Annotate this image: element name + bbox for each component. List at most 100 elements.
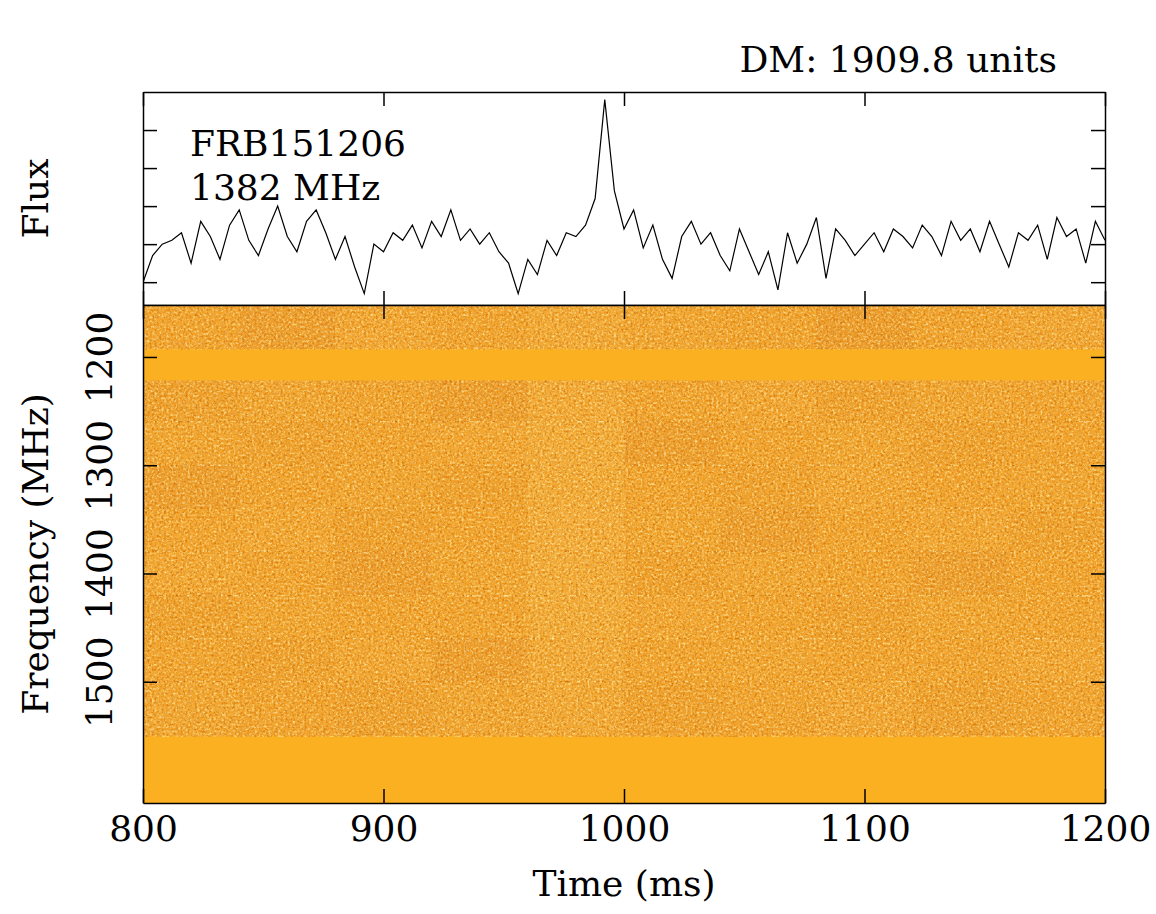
x-axis-top-tick [624,305,625,319]
y-axis-right-line [1105,306,1107,804]
masked-cell [143,737,239,803]
noise-grain [143,381,1105,422]
flux-y-axis-tick [143,130,157,131]
flux-x-axis-top-tick-mark [624,92,626,106]
flux-x-axis-tick-mark [624,291,626,305]
x-axis-tick-mark [864,789,866,803]
y-axis-right-tick [1091,573,1105,574]
flux-y-axis-tick [143,282,157,283]
masked-cell [1009,349,1105,380]
flux-y-axis-tick [143,168,157,169]
flux-x-axis-top-tick [384,92,385,106]
x-axis-top-tick [384,305,385,319]
noise-grain [143,682,1105,737]
chart-title: DM: 1909.8 units [739,39,1057,80]
flux-x-axis-tick-mark [383,291,385,305]
masked-cell [816,737,912,803]
flux-y-axis-right-tick [1091,168,1105,169]
flux-x-axis-top-tick [865,92,866,106]
masked-cell [816,349,912,380]
flux-x-axis-top [144,92,1106,106]
masked-cell [720,349,816,380]
y-axis-tick: 1300 [79,420,157,512]
flux-y-axis-right-tick [1091,244,1105,245]
annotation: 1382 MHz [190,167,380,208]
flux-y-axis-right-tick [1091,206,1105,207]
flux-x-axis-tick-mark [864,291,866,305]
x-axis-tick: 1100 [819,789,911,849]
noise-grain [143,422,1105,465]
flux-x-axis-tick [624,291,625,305]
x-axis: 800900100011001200 [109,789,1151,849]
noise-grain [143,552,1105,595]
noise-grain [143,381,1105,422]
masked-cell [239,737,335,803]
noise-grain [143,509,1105,552]
noise-grain [143,465,1105,508]
flux-y-axis-tick [143,244,157,245]
x-axis-top-tick-mark [383,305,385,319]
x-axis-tick-label: 900 [350,808,419,849]
flux-x-axis-top-tick [624,92,625,106]
x-axis-tick-mark [383,789,385,803]
masked-cell [335,737,431,803]
noise-texture [143,305,1105,737]
noise-grain [143,305,1105,349]
y-axis-tick: 1400 [79,528,157,620]
masked-cell [528,737,624,803]
y-axis-right-tick [1091,357,1105,358]
flux-y-axis-right-line [1105,93,1107,306]
y-axis-tick-mark [143,465,157,467]
x-axis-title: Time (ms) [532,863,715,904]
flux-y-axis-line [143,93,145,306]
masked-cell [432,349,528,380]
y-axis-tick-label: 1500 [79,636,120,728]
y-axis-right-tick-mark [1091,681,1105,683]
flux-x-axis-top-tick-mark [383,92,385,106]
masked-cell [239,349,335,380]
noise-grain [143,638,1105,681]
x-axis-tick-mark [624,789,626,803]
y-axis-right-tick-mark [1091,465,1105,467]
chart-svg: DM: 1909.8 unitsFRB1512061382 MHzFlux800… [0,0,1156,914]
flux-x-axis [144,291,1106,306]
noise-grain [143,682,1105,737]
x-axis-top-tick-mark [864,305,866,319]
flux-x-axis-tick [384,291,385,305]
x-axis-top-tick [865,305,866,319]
y-axis-right-tick [1091,682,1105,683]
y-axis-line [143,306,145,804]
x-axis-top-tick-mark [624,305,626,319]
flux-y-axis-right-tick-mark [1091,168,1105,170]
flux-y-axis-tick-mark [143,130,157,132]
masked-cell [335,349,431,380]
flux-y-axis-right [1091,93,1106,306]
flux-y-axis [143,93,157,306]
flux-y-axis-tick-mark [143,206,157,208]
noise-grain [143,595,1105,638]
masked-cell [624,349,720,380]
y-axis-right-tick [1091,465,1105,466]
y-axis-tick-mark [143,681,157,683]
x-axis-top [144,305,1106,319]
masked-cell [913,737,1009,803]
y-axis: 1200130014001500 [79,306,157,804]
noise-grain [143,422,1105,465]
noise-grain [143,552,1105,595]
masked-cell [913,349,1009,380]
flux-y-axis-tick-mark [143,168,157,170]
x-axis-tick-label: 1100 [819,808,911,849]
noise-grain [143,305,1105,349]
masked-cell [1009,737,1105,803]
y-axis-right-tick-mark [1091,357,1105,359]
flux-y-axis-right-tick [1091,130,1105,131]
x-axis-tick-label: 1200 [1060,808,1152,849]
y-axis-right-tick-mark [1091,573,1105,575]
y-axis-tick-mark [143,573,157,575]
x-axis-tick: 1000 [579,789,671,849]
y-axis-tick-label: 1300 [79,420,120,512]
flux-plot [143,100,1105,294]
flux-y-axis-right-tick-mark [1091,130,1105,132]
masked-cell [720,737,816,803]
flux-x-axis-top-tick-mark [864,92,866,106]
